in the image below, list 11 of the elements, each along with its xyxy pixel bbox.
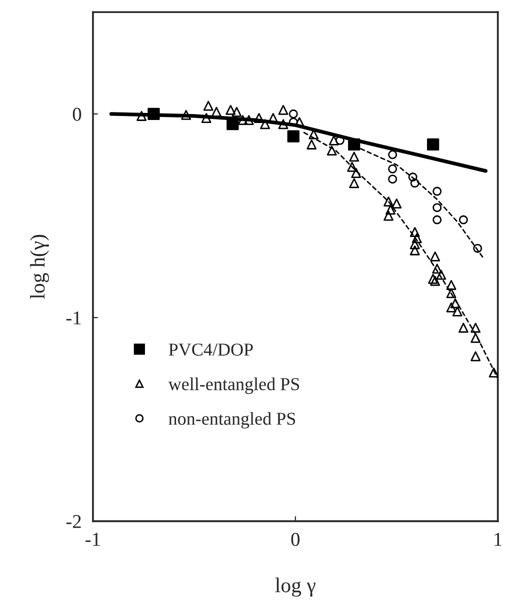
legend-label: non-entangled PS — [168, 412, 296, 429]
x-tick-label: -1 — [86, 532, 100, 546]
x-axis-title: log γ — [275, 578, 316, 597]
y-tick-label: -1 — [66, 311, 81, 324]
y-tick-label: -2 — [66, 515, 81, 528]
y-axis-title: log h(γ) — [30, 234, 49, 299]
y-tick-label: 0 — [72, 108, 82, 121]
legend-label: well-entangled PS — [168, 378, 300, 394]
x-tick-label: 0 — [291, 532, 300, 546]
legend-label: PVC4/DOP — [168, 344, 253, 356]
x-tick-label: 1 — [494, 532, 502, 546]
